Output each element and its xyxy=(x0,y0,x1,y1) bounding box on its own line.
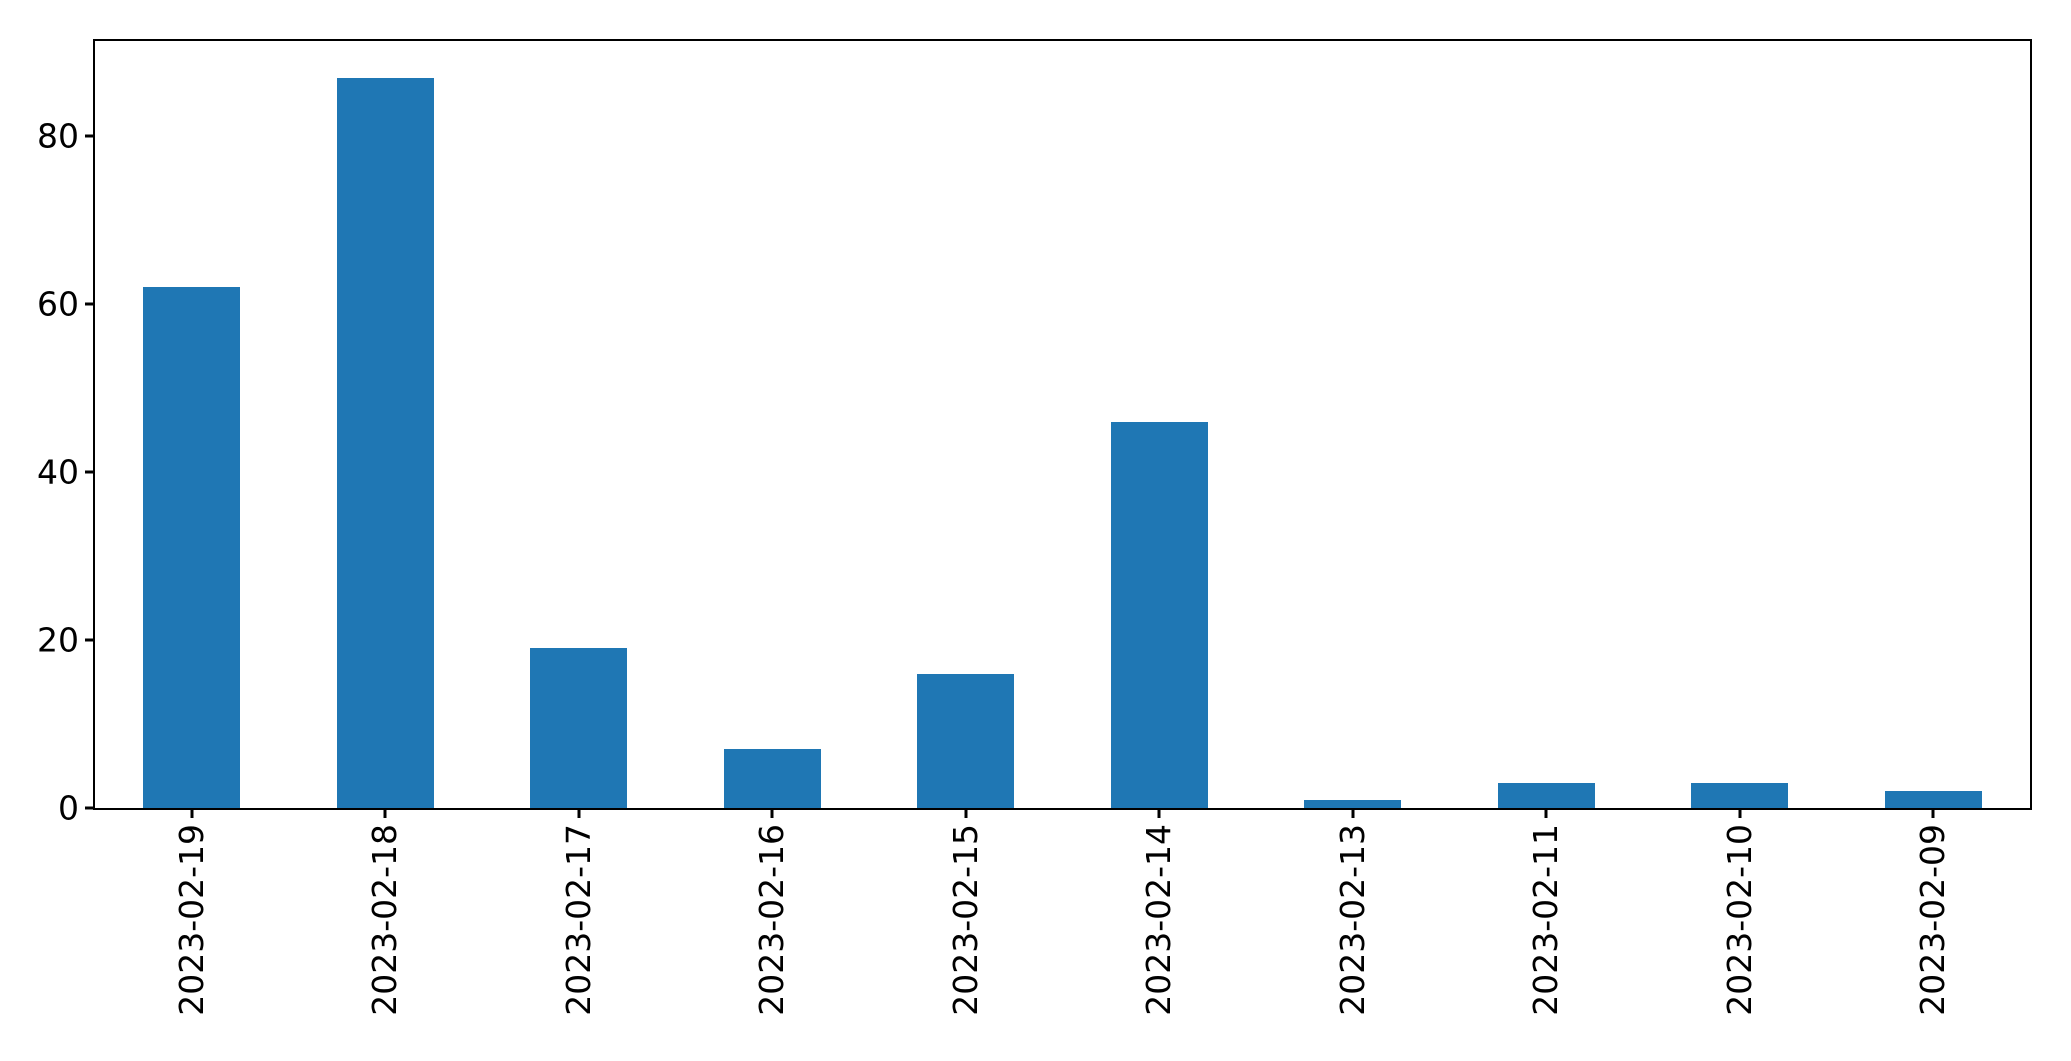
x-tick-mark xyxy=(383,808,387,818)
x-tick-mark xyxy=(190,808,194,818)
x-tick-mark xyxy=(770,808,774,818)
plot-area: 2023-02-19 2023-02-18 2023-02-17 2023-02-16… xyxy=(37,39,2032,1016)
bar xyxy=(143,287,241,808)
x-tick-mark xyxy=(1351,808,1355,818)
x-tick-label: 2023-02-10 xyxy=(1719,824,1759,1016)
x-tick-label: 2023-02-14 xyxy=(1139,824,1179,1016)
bar xyxy=(1884,791,1982,808)
x-tick-label: 2023-02-13 xyxy=(1332,824,1372,1016)
x-tick-mark xyxy=(577,808,581,818)
y-tick-mark xyxy=(85,638,95,642)
x-tick-label: 2023-02-17 xyxy=(558,824,598,1016)
bar xyxy=(336,77,434,808)
y-tick-label: 20 xyxy=(37,620,79,660)
x-tick-label: 2023-02-15 xyxy=(945,824,985,1016)
bar xyxy=(1497,782,1595,808)
x-tick-label: 2023-02-18 xyxy=(365,824,405,1016)
x-tick-mark xyxy=(1544,808,1548,818)
y-tick-label: 0 xyxy=(58,788,79,828)
y-tick-mark xyxy=(85,302,95,306)
y-tick-mark xyxy=(85,806,95,810)
x-tick-mark xyxy=(964,808,968,818)
y-tick-label: 40 xyxy=(37,452,79,492)
x-tick-mark xyxy=(1738,808,1742,818)
x-tick-label: 2023-02-11 xyxy=(1526,824,1566,1016)
bar xyxy=(723,749,821,808)
x-tick-label: 2023-02-19 xyxy=(171,824,211,1016)
bar xyxy=(530,648,628,808)
bar xyxy=(917,673,1015,808)
y-tick-label: 80 xyxy=(37,116,79,156)
y-tick-mark xyxy=(85,470,95,474)
x-tick-mark xyxy=(1931,808,1935,818)
x-tick-mark xyxy=(1157,808,1161,818)
x-tick-label: 2023-02-09 xyxy=(1913,824,1953,1016)
bar xyxy=(1691,782,1789,808)
y-tick-mark xyxy=(85,134,95,138)
x-tick-label: 2023-02-16 xyxy=(752,824,792,1016)
bar xyxy=(1304,799,1402,808)
y-tick-label: 60 xyxy=(37,284,79,324)
bar xyxy=(1110,421,1208,808)
